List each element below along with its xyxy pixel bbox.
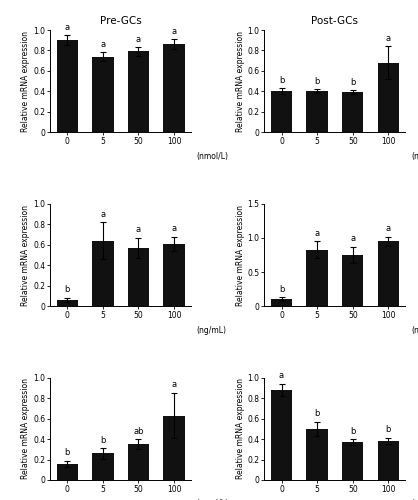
Text: (ng/mL): (ng/mL) (411, 326, 418, 334)
Bar (163, 44, 185, 132)
Y-axis label: Relative mRNA expression: Relative mRNA expression (21, 378, 31, 480)
Text: a: a (171, 380, 177, 390)
Text: a: a (65, 22, 70, 32)
Text: a: a (386, 34, 391, 43)
Text: (nmol/L): (nmol/L) (197, 152, 229, 160)
Text: b: b (350, 78, 355, 87)
Text: a: a (315, 229, 320, 238)
Bar (271, 92, 292, 132)
Bar (306, 250, 328, 306)
Bar (378, 62, 399, 132)
Title: Pre-GCs: Pre-GCs (100, 16, 142, 26)
Bar (271, 300, 292, 306)
Bar (92, 240, 114, 306)
Bar (342, 255, 363, 306)
Text: a: a (171, 224, 177, 233)
Text: b: b (64, 286, 70, 294)
Bar (128, 444, 149, 480)
Text: a: a (100, 40, 105, 49)
Title: Post-GCs: Post-GCs (311, 16, 359, 26)
Text: b: b (314, 76, 320, 86)
Bar (163, 416, 185, 480)
Bar (342, 442, 363, 480)
Y-axis label: Relative mRNA expression: Relative mRNA expression (236, 204, 245, 306)
Y-axis label: Relative mRNA expression: Relative mRNA expression (236, 378, 245, 480)
Text: a: a (279, 372, 284, 380)
Text: b: b (100, 436, 105, 444)
Bar (128, 52, 149, 132)
Text: a: a (171, 26, 177, 36)
Text: b: b (386, 426, 391, 434)
Bar (92, 56, 114, 132)
Text: ab: ab (133, 426, 144, 436)
Text: (ng/mL): (ng/mL) (197, 326, 227, 334)
Bar (378, 441, 399, 480)
Bar (163, 244, 185, 306)
Bar (306, 92, 328, 132)
Text: b: b (64, 448, 70, 457)
Text: b: b (279, 76, 284, 84)
Text: a: a (350, 234, 355, 243)
Text: b: b (350, 426, 355, 436)
Text: b: b (279, 284, 284, 294)
Bar (342, 92, 363, 132)
Text: (nmol/L): (nmol/L) (411, 152, 418, 160)
Bar (56, 40, 78, 132)
Text: b: b (314, 409, 320, 418)
Bar (378, 242, 399, 306)
Y-axis label: Relative mRNA expression: Relative mRNA expression (236, 30, 245, 132)
Text: a: a (100, 210, 105, 218)
Text: a: a (136, 225, 141, 234)
Bar (128, 248, 149, 306)
Bar (92, 454, 114, 480)
Bar (271, 390, 292, 480)
Bar (306, 429, 328, 480)
Text: a: a (386, 224, 391, 233)
Y-axis label: Relative mRNA expression: Relative mRNA expression (21, 30, 31, 132)
Y-axis label: Relative mRNA expression: Relative mRNA expression (21, 204, 31, 306)
Bar (56, 300, 78, 306)
Bar (56, 464, 78, 480)
Text: a: a (136, 35, 141, 44)
